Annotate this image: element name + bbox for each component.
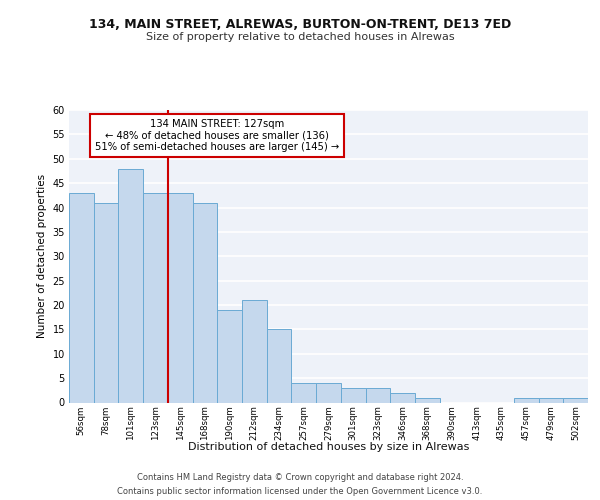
Bar [217,310,242,402]
Bar [168,193,193,402]
Bar [193,202,217,402]
Bar [365,388,390,402]
Text: Distribution of detached houses by size in Alrewas: Distribution of detached houses by size … [188,442,469,452]
Text: 134, MAIN STREET, ALREWAS, BURTON-ON-TRENT, DE13 7ED: 134, MAIN STREET, ALREWAS, BURTON-ON-TRE… [89,18,511,30]
Bar [415,398,440,402]
Bar [341,388,365,402]
Bar [267,330,292,402]
Text: Size of property relative to detached houses in Alrewas: Size of property relative to detached ho… [146,32,454,42]
Y-axis label: Number of detached properties: Number of detached properties [37,174,47,338]
Bar [292,383,316,402]
Text: Contains public sector information licensed under the Open Government Licence v3: Contains public sector information licen… [118,488,482,496]
Bar [118,168,143,402]
Bar [94,202,118,402]
Bar [563,398,588,402]
Text: Contains HM Land Registry data © Crown copyright and database right 2024.: Contains HM Land Registry data © Crown c… [137,472,463,482]
Bar [242,300,267,402]
Bar [390,393,415,402]
Bar [539,398,563,402]
Bar [69,193,94,402]
Bar [143,193,168,402]
Bar [514,398,539,402]
Text: 134 MAIN STREET: 127sqm
← 48% of detached houses are smaller (136)
51% of semi-d: 134 MAIN STREET: 127sqm ← 48% of detache… [95,119,339,152]
Bar [316,383,341,402]
